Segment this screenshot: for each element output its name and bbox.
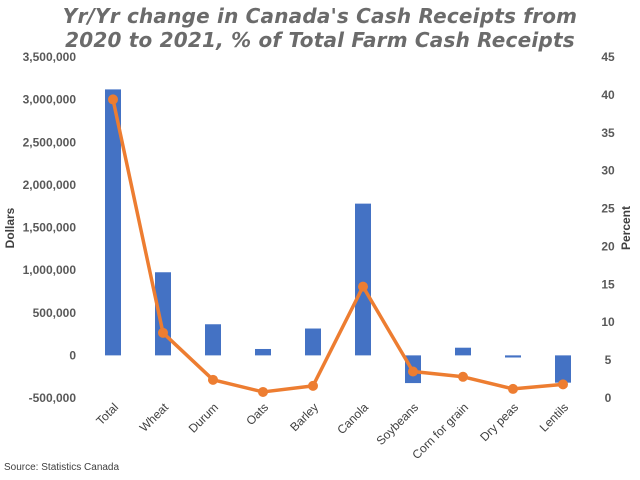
category-label: Wheat [137,400,172,435]
bar [355,203,371,356]
bar [305,328,321,356]
bar [255,348,271,356]
bar [455,347,471,356]
y2-tick-label: 35 [601,126,615,140]
source-note: Source: Statistics Canada [4,462,120,473]
category-label: Canola [334,400,371,437]
y-tick-label: 2,500,000 [23,135,77,149]
y-tick-label: 1,000,000 [23,263,77,277]
y2-axis-title: Percent [619,206,633,250]
y-tick-label: -500,000 [29,391,77,405]
y-tick-label: 2,000,000 [23,178,77,192]
y2-tick-label: 30 [601,164,615,178]
bar [205,324,221,356]
chart-title-line-2: 2020 to 2021, % of Total Farm Cash Recei… [65,28,575,52]
y-tick-label: 3,000,000 [23,93,77,107]
line-point [558,379,568,390]
bar [555,355,571,383]
category-label: Soybeans [373,400,421,448]
line-series [111,99,564,394]
line-point [258,386,268,397]
line-point [458,371,468,382]
y-axis-title: Dollars [3,207,17,248]
line-point [158,327,168,338]
bar [505,355,521,358]
category-label: Barley [287,400,321,434]
y2-tick-label: 15 [601,277,615,291]
category-label: Total [93,400,121,428]
category-label: Dry peas [477,400,521,444]
y-tick-label: 1,500,000 [23,221,77,235]
line-point [358,281,368,292]
y2-tick-label: 10 [601,315,615,329]
category-label: Lentils [537,400,571,434]
y-tick-label: 500,000 [33,306,77,320]
chart-title-line-1: Yr/Yr change in Canada's Cash Receipts f… [62,4,578,28]
line-point [308,380,318,391]
y2-tick-label: 25 [601,202,615,216]
category-label: Durum [186,400,221,435]
y2-tick-label: 0 [605,391,612,405]
y2-tick-label: 45 [601,50,615,64]
y2-tick-label: 5 [605,353,612,367]
bar [105,89,121,356]
category-label: Oats [243,400,271,428]
y-tick-label: 3,500,000 [23,50,77,64]
line-point [508,383,518,394]
y-tick-label: 0 [69,348,76,362]
line-point [208,374,218,385]
y2-tick-label: 40 [601,88,615,102]
line-point [108,94,118,105]
y2-tick-label: 20 [601,239,615,253]
line-point [408,366,418,377]
